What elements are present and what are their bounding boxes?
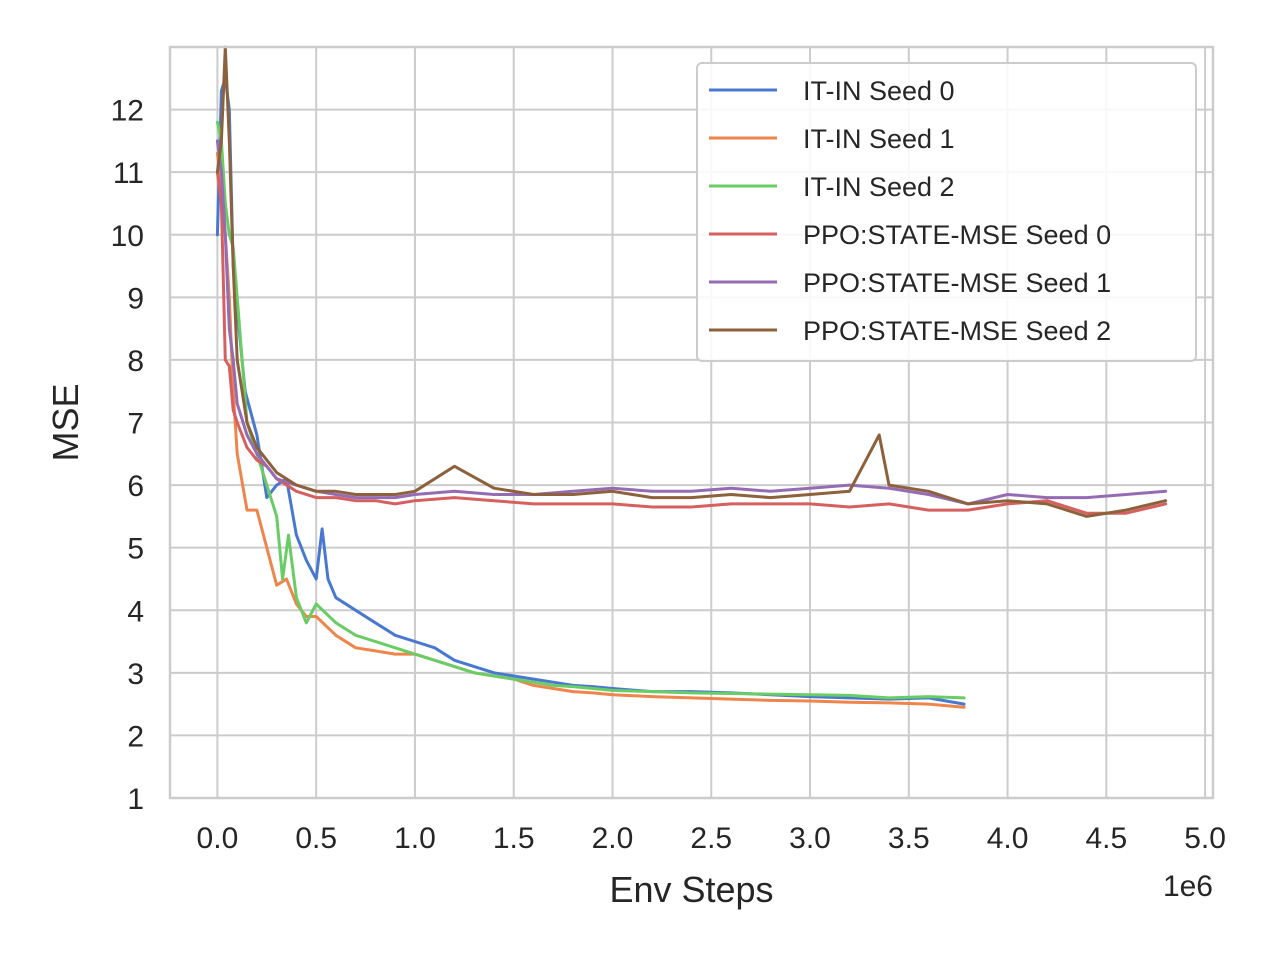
x-tick-label: 3.5 bbox=[888, 822, 930, 855]
series-lines bbox=[215, 45, 1168, 709]
x-tick-label: 4.0 bbox=[987, 822, 1029, 855]
x-axis-title: Env Steps bbox=[609, 869, 773, 910]
legend-label: PPO:STATE-MSE Seed 1 bbox=[803, 268, 1111, 298]
y-tick-label: 8 bbox=[127, 345, 144, 378]
legend-label: PPO:STATE-MSE Seed 0 bbox=[803, 220, 1111, 250]
y-tick-label: 2 bbox=[127, 720, 144, 753]
x-axis-offset-label: 1e6 bbox=[1163, 870, 1213, 903]
x-tick-label: 2.5 bbox=[690, 822, 732, 855]
legend-items: IT-IN Seed 0 IT-IN Seed 1 IT-IN Seed 2 PPO:… bbox=[709, 76, 1111, 346]
x-tick-label: 0.5 bbox=[295, 822, 337, 855]
y-tick-label: 3 bbox=[127, 658, 144, 691]
y-tick-label: 10 bbox=[111, 220, 144, 253]
x-axis-ticks: 0.0 0.5 1.0 1.5 2.0 2.5 3.0 3.5 4.0 4.5 5.0 bbox=[197, 822, 1226, 855]
x-tick-label: 3.0 bbox=[789, 822, 831, 855]
x-tick-label: 0.0 bbox=[197, 822, 239, 855]
y-tick-label: 4 bbox=[127, 595, 144, 628]
x-tick-label: 2.0 bbox=[592, 822, 634, 855]
x-tick-label: 4.5 bbox=[1085, 822, 1127, 855]
legend-label: PPO:STATE-MSE Seed 2 bbox=[803, 316, 1111, 346]
y-tick-label: 6 bbox=[127, 470, 144, 503]
x-tick-label: 1.0 bbox=[394, 822, 436, 855]
legend-label: IT-IN Seed 1 bbox=[803, 124, 955, 154]
series-line-5 bbox=[215, 45, 1168, 518]
y-tick-label: 12 bbox=[111, 95, 144, 128]
y-axis-title: MSE bbox=[45, 383, 86, 461]
series-line-4 bbox=[215, 139, 1168, 506]
x-tick-label: 5.0 bbox=[1184, 822, 1226, 855]
y-tick-label: 11 bbox=[113, 157, 144, 190]
y-tick-label: 5 bbox=[127, 533, 144, 566]
y-tick-label: 9 bbox=[127, 282, 144, 315]
series-line-3 bbox=[215, 170, 1168, 515]
legend-label: IT-IN Seed 2 bbox=[803, 172, 955, 202]
legend: IT-IN Seed 0 IT-IN Seed 1 IT-IN Seed 2 PPO:… bbox=[696, 62, 1197, 362]
plot-frame bbox=[168, 45, 1215, 800]
legend-label: IT-IN Seed 0 bbox=[803, 76, 955, 106]
legend-box bbox=[696, 62, 1197, 362]
y-tick-label: 1 bbox=[127, 783, 144, 816]
y-tick-label: 7 bbox=[127, 408, 144, 441]
x-tick-label: 1.5 bbox=[493, 822, 535, 855]
